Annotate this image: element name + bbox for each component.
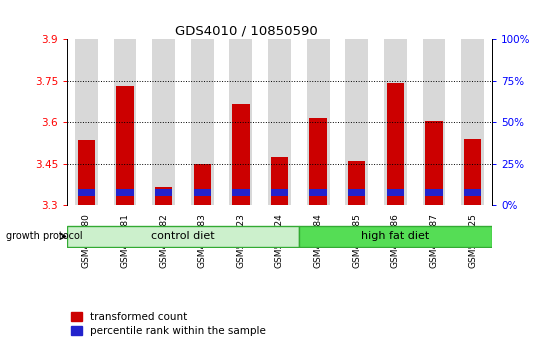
Bar [116,86,134,205]
Bar [78,140,95,205]
Bar [310,189,327,196]
Bar [78,189,95,196]
Bar [271,157,288,205]
Text: growth protocol: growth protocol [6,232,82,241]
Bar [384,39,407,205]
Bar [464,139,481,205]
Bar [232,189,249,196]
Legend: transformed count, percentile rank within the sample: transformed count, percentile rank withi… [67,308,270,341]
FancyBboxPatch shape [67,226,299,247]
Bar [232,104,249,205]
Bar [348,161,366,205]
Bar [464,189,481,196]
Bar [345,39,368,205]
Bar [425,189,443,196]
Bar [387,83,404,205]
Bar [271,189,288,196]
Bar [307,39,329,205]
Text: GDS4010 / 10850590: GDS4010 / 10850590 [174,25,318,38]
Bar [423,39,446,205]
Bar [461,39,484,205]
Bar [116,189,134,196]
Bar [193,164,211,205]
Bar [348,189,366,196]
Text: high fat diet: high fat diet [361,231,429,241]
Bar [425,121,443,205]
Text: control diet: control diet [151,231,215,241]
Bar [152,39,175,205]
Bar [155,187,172,205]
Bar [75,39,98,205]
Bar [191,39,214,205]
Bar [193,189,211,196]
Bar [268,39,291,205]
Bar [113,39,136,205]
Bar [155,189,172,196]
FancyBboxPatch shape [299,226,492,247]
Bar [230,39,252,205]
Bar [387,189,404,196]
Bar [310,118,327,205]
